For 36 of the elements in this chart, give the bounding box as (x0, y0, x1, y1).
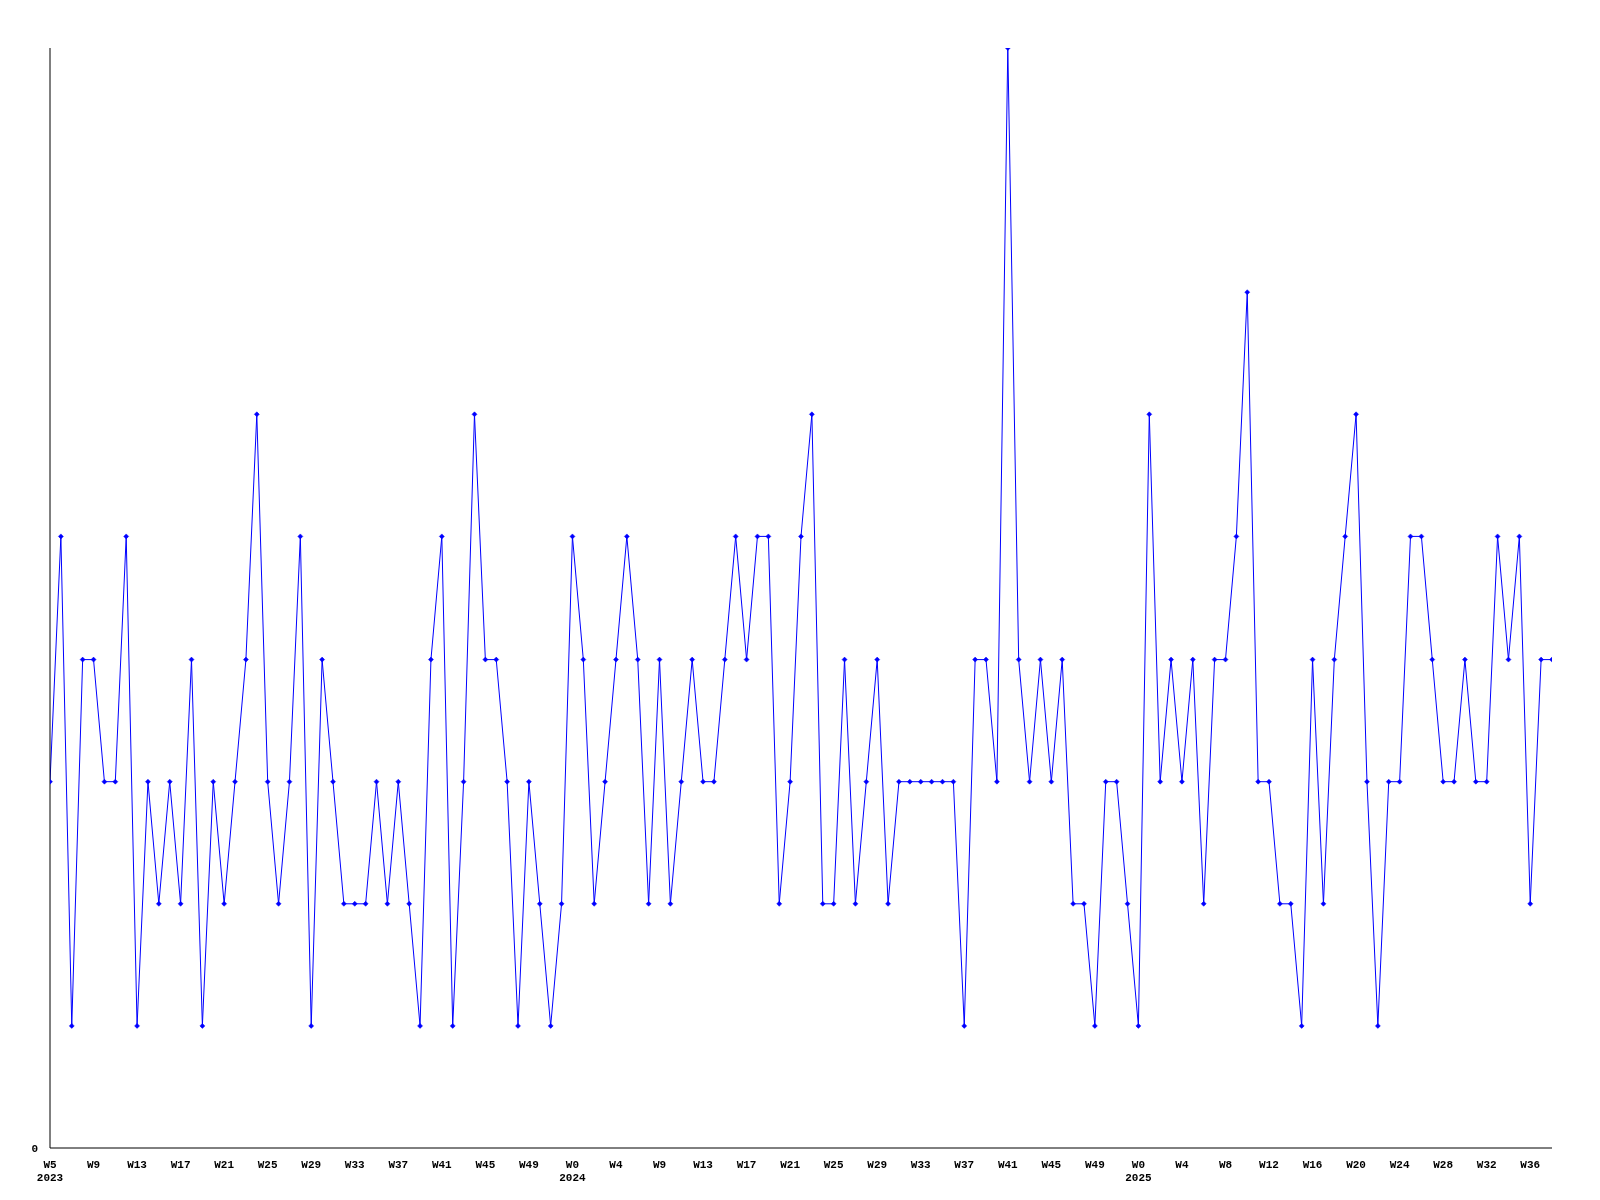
x-tick-label: W41 (431, 1159, 453, 1171)
x-tick-label: W17 (170, 1159, 191, 1171)
x-tick-label: W12 (1259, 1159, 1279, 1171)
x-tick-label: W37 (954, 1159, 975, 1171)
x-tick-label: W0 2024 (559, 1159, 587, 1184)
x-tick-label: W9 (652, 1159, 667, 1171)
x-tick-label: W29 (301, 1159, 322, 1171)
x-tick-label: W36 (1520, 1159, 1541, 1171)
x-tick-label: W32 (1476, 1159, 1497, 1171)
x-tick-label: W25 (823, 1159, 844, 1171)
x-tick-label: W20 (1346, 1159, 1366, 1171)
text: 0 (31, 1143, 38, 1155)
x-tick-label: W28 (1433, 1159, 1454, 1171)
x-tick-label: W17 (736, 1159, 757, 1171)
x-tick-label: W0 2025 (1125, 1159, 1153, 1184)
x-tick-label: W25 (257, 1159, 278, 1171)
x-tick-label: W49 (1084, 1159, 1105, 1171)
x-tick-label: W13 (127, 1159, 148, 1171)
x-tick-label: W5 2023 (36, 1159, 64, 1184)
x-tick-label: W41 (997, 1159, 1019, 1171)
x-tick-label: W37 (388, 1159, 409, 1171)
x-tick-label: W21 (214, 1159, 235, 1171)
x-tick-label: W45 (1041, 1159, 1062, 1171)
x-tick-label: W8 (1218, 1159, 1233, 1171)
x-tick-label: W13 (693, 1159, 714, 1171)
x-tick-label: W4 (1175, 1159, 1189, 1171)
x-tick-label: W33 (344, 1159, 366, 1171)
x-tick-label: W4 (609, 1159, 623, 1171)
x-tick-label: W45 (475, 1159, 496, 1171)
x-tick-label: W33 (910, 1159, 932, 1171)
x-tick-label: W29 (867, 1159, 888, 1171)
x-tick-label: W49 (518, 1159, 539, 1171)
x-tick-label: W24 (1389, 1159, 1410, 1171)
x-tick-label: W9 (86, 1159, 101, 1171)
x-tick-label: W16 (1302, 1159, 1323, 1171)
x-tick-label: W21 (780, 1159, 801, 1171)
